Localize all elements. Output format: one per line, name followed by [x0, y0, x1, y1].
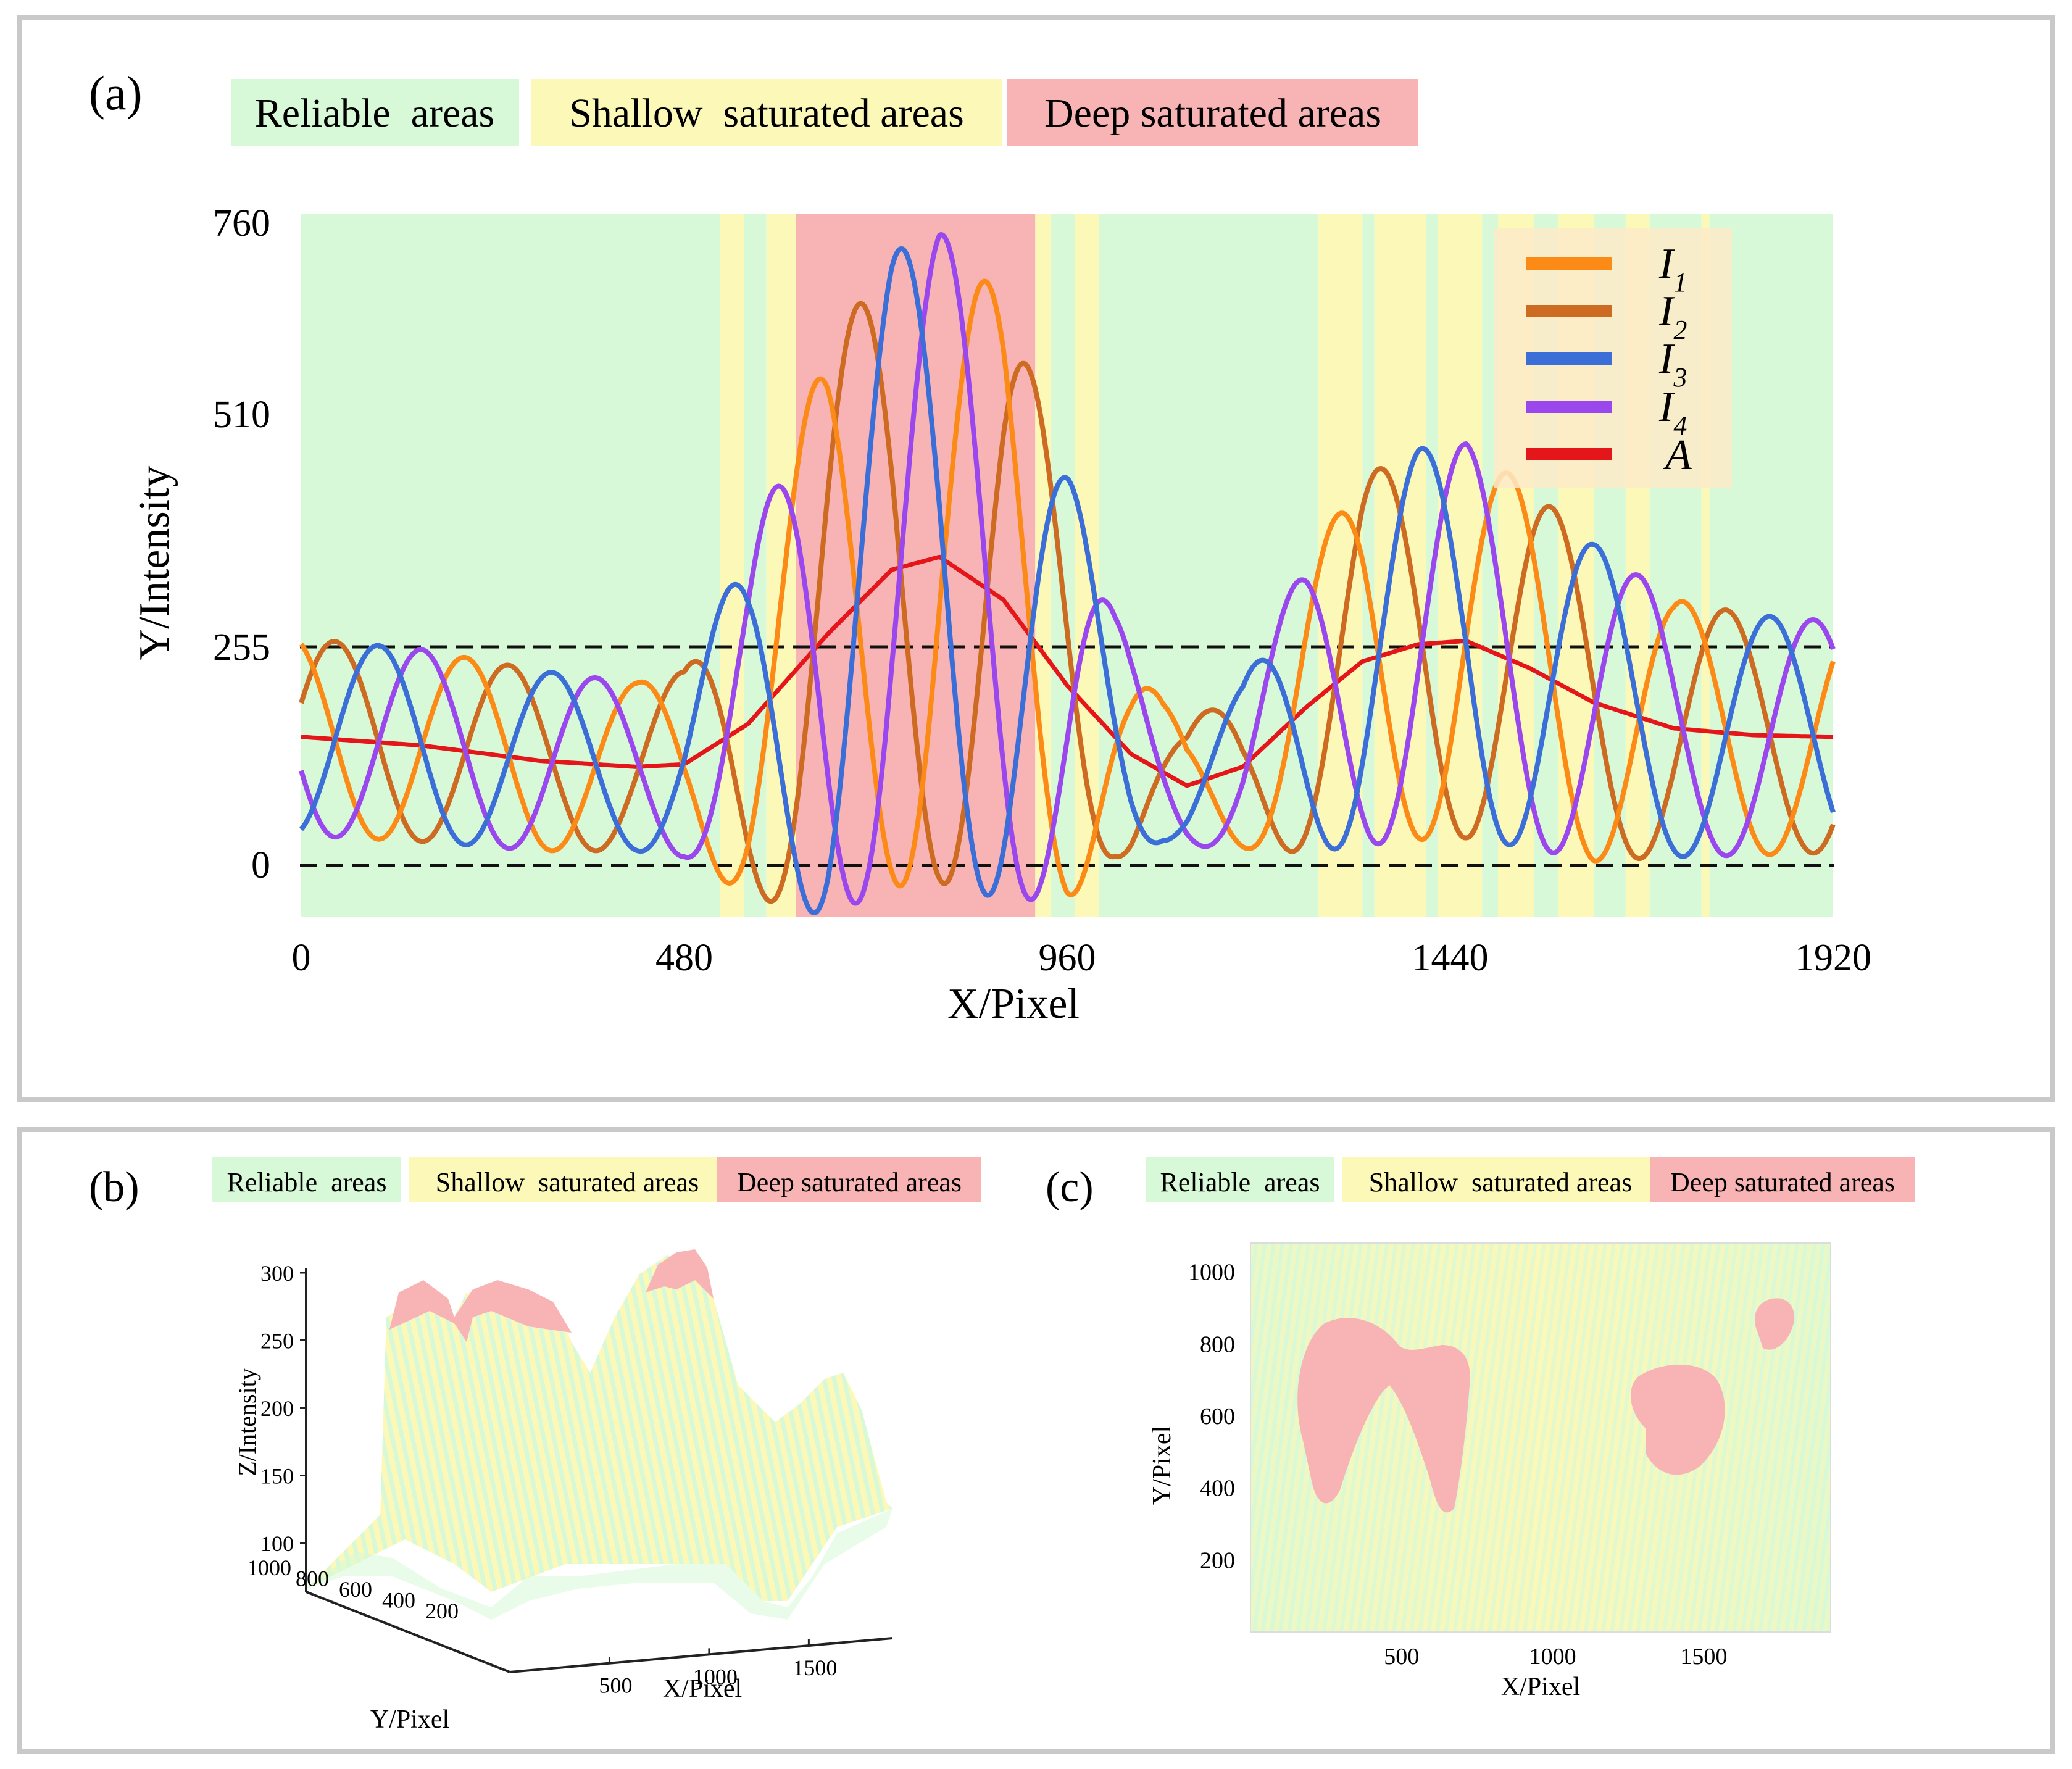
series-line-I4 [299, 231, 1836, 906]
legend-b-shallow-label: Shallow saturated areas [436, 1167, 699, 1197]
region-shallow-9 [1318, 214, 1363, 917]
legend-b-reliable-swatch [212, 1157, 401, 1202]
y-axis-label: Y/Intensity [131, 466, 178, 660]
y-tick-label-760: 760 [213, 202, 270, 244]
c-x-axis-label: X/Pixel [1501, 1673, 1580, 1701]
legend-b-reliable-label: Reliable areas [227, 1167, 387, 1197]
series-line-I2 [299, 301, 1836, 904]
legend-b-deep-swatch [717, 1157, 981, 1202]
series-line-I3 [299, 246, 1836, 915]
surface-deep-area-1 [389, 1280, 572, 1342]
b-x-axis-label: X/Pixel [663, 1675, 742, 1703]
legend-label-I4: I4 [1658, 383, 1687, 441]
b-z-tick-label-250: 250 [260, 1329, 294, 1354]
legend-label-A: A [1663, 431, 1692, 479]
b-z-axis-label: Z/Intensity [233, 1368, 261, 1476]
heatmap-deep-area-3 [1754, 1298, 1795, 1350]
y-tick-label-255: 255 [213, 626, 270, 668]
legend-shallow-label: Shallow saturated areas [569, 91, 964, 136]
surface-body [306, 1255, 892, 1601]
legend-shallow-swatch [531, 79, 1002, 146]
legend-b-deep-label: Deep saturated areas [737, 1167, 962, 1197]
legend-reliable-label: Reliable areas [255, 91, 494, 136]
surface-3d [306, 1249, 892, 1620]
b-x-tick-label-1500: 1500 [793, 1655, 837, 1680]
panel-c-label: (c) [1046, 1163, 1094, 1211]
legend-c-deep-swatch [1650, 1157, 1915, 1202]
region-reliable-8 [1099, 214, 1319, 917]
y-tick-label-0: 0 [251, 844, 270, 886]
heatmap-c-frame [1250, 1242, 1831, 1633]
b-y-tick-label-600: 600 [339, 1577, 372, 1602]
b-z-tick-label-150: 150 [260, 1464, 294, 1489]
panel-b-label: (b) [89, 1163, 139, 1211]
series-line-A [301, 554, 1834, 788]
surface-front-band [306, 1509, 892, 1620]
surface-deep-area-2 [646, 1249, 714, 1299]
legend-c-reliable-swatch [1146, 1157, 1334, 1202]
x-tick-label-1440: 1440 [1412, 937, 1489, 979]
c-x-tick-label-500: 500 [1384, 1644, 1419, 1670]
y-axis-line-3d [306, 1591, 510, 1673]
heatmap-deep-area-2 [1631, 1364, 1725, 1475]
b-y-axis-label: Y/Pixel [370, 1705, 449, 1734]
plot-a-series [299, 231, 1836, 915]
x-axis-label: X/Pixel [947, 980, 1080, 1028]
panel-a: (a) Reliable areas Shallow saturated are… [17, 15, 2055, 1102]
plot-c-ticks: 500 1000 1500 200 400 600 800 1000 [1188, 1260, 1727, 1670]
b-y-tick-label-1000: 1000 [247, 1555, 291, 1580]
x-tick-label-1920: 1920 [1795, 937, 1871, 979]
legend-label-I3: I3 [1658, 335, 1687, 393]
chart-bc-svg: (b) Reliable areas Shallow saturated are… [89, 1157, 1915, 1734]
b-y-tick-label-400: 400 [382, 1588, 415, 1613]
legend-label-I1: I1 [1658, 240, 1687, 298]
x-tick-label-480: 480 [655, 937, 713, 979]
b-y-tick-label-800: 800 [296, 1567, 329, 1591]
b-y-tick-label-200: 200 [425, 1599, 459, 1623]
c-y-tick-label-600: 600 [1200, 1404, 1235, 1430]
chart-a-svg: (a) Reliable areas Shallow saturated are… [89, 66, 1871, 1028]
region-shallow-7 [1075, 214, 1099, 917]
plot-a-ticks: 0 480 960 1440 1920 0 255 510 760 [213, 202, 1871, 979]
series-legend: I1 I2 I3 I4 A [1494, 228, 1732, 488]
legend-reliable-swatch [231, 79, 519, 146]
legend-deep-swatch [1007, 79, 1418, 146]
legend-c-deep-label: Deep saturated areas [1670, 1167, 1895, 1197]
legend-c-shallow-swatch [1342, 1157, 1659, 1202]
c-y-tick-label-200: 200 [1200, 1547, 1235, 1573]
series-line-I1 [299, 278, 1836, 897]
b-x-tick-label-500: 500 [599, 1673, 632, 1698]
c-y-axis-label: Y/Pixel [1148, 1426, 1176, 1505]
legend-c-reliable-label: Reliable areas [1160, 1167, 1320, 1197]
region-shallow-3 [766, 214, 796, 917]
c-y-tick-label-400: 400 [1200, 1476, 1235, 1502]
y-tick-label-510: 510 [213, 394, 270, 436]
legend-deep-label: Deep saturated areas [1044, 91, 1381, 136]
b-z-tick-label-200: 200 [260, 1396, 294, 1421]
x-tick-label-0: 0 [292, 937, 311, 979]
heatmap-c [1250, 1242, 1831, 1633]
panel-a-label: (a) [89, 66, 143, 120]
c-y-tick-label-1000: 1000 [1188, 1260, 1235, 1286]
c-x-tick-label-1000: 1000 [1529, 1644, 1576, 1670]
legend-b-shallow-swatch [409, 1157, 726, 1202]
x-axis-line-3d [509, 1637, 893, 1673]
surface-axes [305, 1268, 893, 1673]
x-tick-label-960: 960 [1039, 937, 1096, 979]
c-y-tick-label-800: 800 [1200, 1331, 1235, 1357]
b-x-tick-label-1000: 1000 [693, 1664, 738, 1689]
legend-label-I2: I2 [1658, 288, 1687, 345]
region-reliable-6 [1051, 214, 1075, 917]
heatmap-deep-area-1 [1297, 1318, 1470, 1513]
b-z-tick-label-300: 300 [260, 1261, 294, 1286]
b-z-tick-label-100: 100 [260, 1531, 294, 1556]
panel-bc: (b) Reliable areas Shallow saturated are… [17, 1127, 2055, 1754]
legend-c-shallow-label: Shallow saturated areas [1369, 1167, 1632, 1197]
region-shallow-11 [1374, 214, 1426, 917]
c-x-tick-label-1500: 1500 [1680, 1644, 1727, 1670]
